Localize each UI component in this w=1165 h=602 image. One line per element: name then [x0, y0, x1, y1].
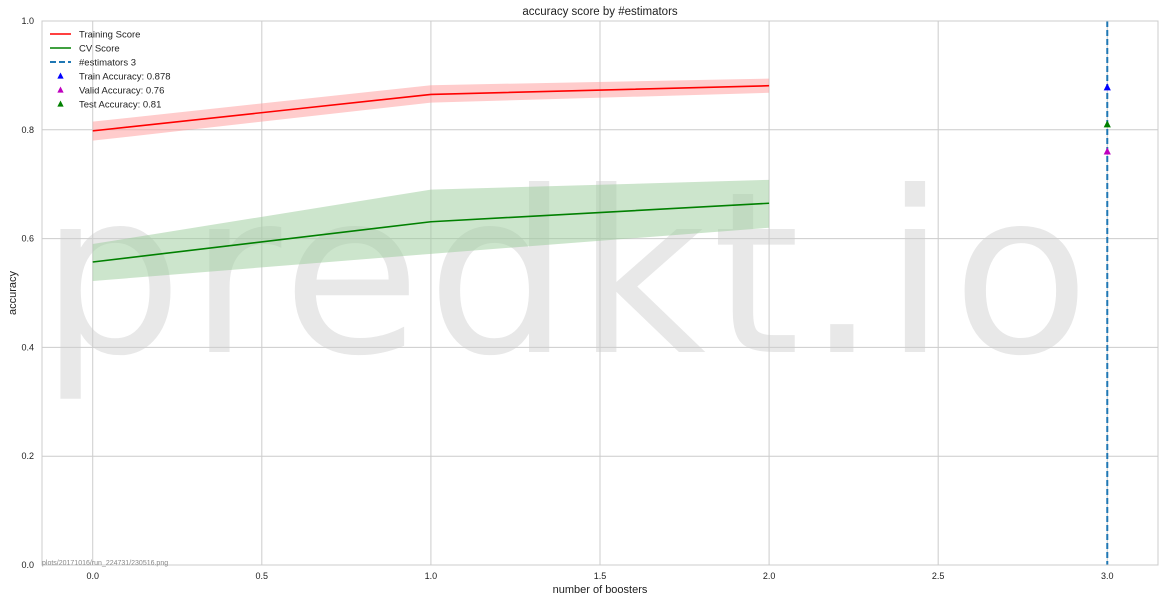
line-layer: [92, 21, 1109, 565]
confidence-band: [92, 78, 770, 141]
y-tick-label: 0.8: [21, 125, 34, 135]
legend: Training Score CV Score #estimators 3 Train…: [50, 30, 171, 111]
watermark-text: predkt.io: [40, 144, 1096, 406]
band-layer: [92, 78, 770, 282]
marker-layer: [1103, 83, 1111, 155]
y-tick-label: 1.0: [21, 16, 34, 26]
y-axis-title: accuracy: [7, 270, 19, 315]
x-tick-label: 3.0: [1101, 571, 1114, 581]
chart-title: accuracy score by #estimators: [522, 6, 678, 18]
series-line: [92, 202, 770, 263]
x-tick-label: 0.5: [256, 571, 269, 581]
tick-layer: 0.0 0.5 1.0 1.5 2.0 2.5 3.0 0.0 0.2 0.4 0.6 0.8 1.0: [21, 16, 1113, 581]
accuracy-marker: [1103, 120, 1111, 128]
legend-swatch: [57, 100, 64, 107]
x-tick-label: 1.5: [594, 571, 607, 581]
legend-label: Train Accuracy: 0.878: [79, 72, 171, 83]
legend-label: Training Score: [79, 30, 140, 41]
plot-frame: [41, 20, 1159, 566]
accuracy-marker: [1103, 147, 1111, 155]
x-axis-title: number of boosters: [553, 584, 648, 596]
confidence-band: [92, 179, 770, 282]
legend-swatch: [57, 86, 64, 93]
y-tick-label: 0.0: [21, 560, 34, 570]
x-tick-label: 2.0: [763, 571, 776, 581]
footnote: plots/20171016/run_224731/230516.png: [42, 560, 168, 567]
legend-swatch: [57, 72, 64, 79]
legend-label: CV Score: [79, 44, 120, 55]
y-tick-label: 0.6: [21, 234, 34, 244]
x-tick-label: 1.0: [425, 571, 438, 581]
legend-label: Test Accuracy: 0.81: [79, 100, 161, 111]
watermark-layer: predkt.io: [40, 144, 1096, 406]
y-tick-label: 0.4: [21, 342, 34, 352]
legend-label: #estimators 3: [79, 58, 136, 69]
x-tick-label: 0.0: [86, 571, 99, 581]
legend-label: Valid Accuracy: 0.76: [79, 86, 164, 97]
y-tick-label: 0.2: [21, 451, 34, 461]
accuracy-marker: [1103, 83, 1111, 91]
x-tick-label: 2.5: [932, 571, 945, 581]
series-line: [92, 84, 770, 132]
